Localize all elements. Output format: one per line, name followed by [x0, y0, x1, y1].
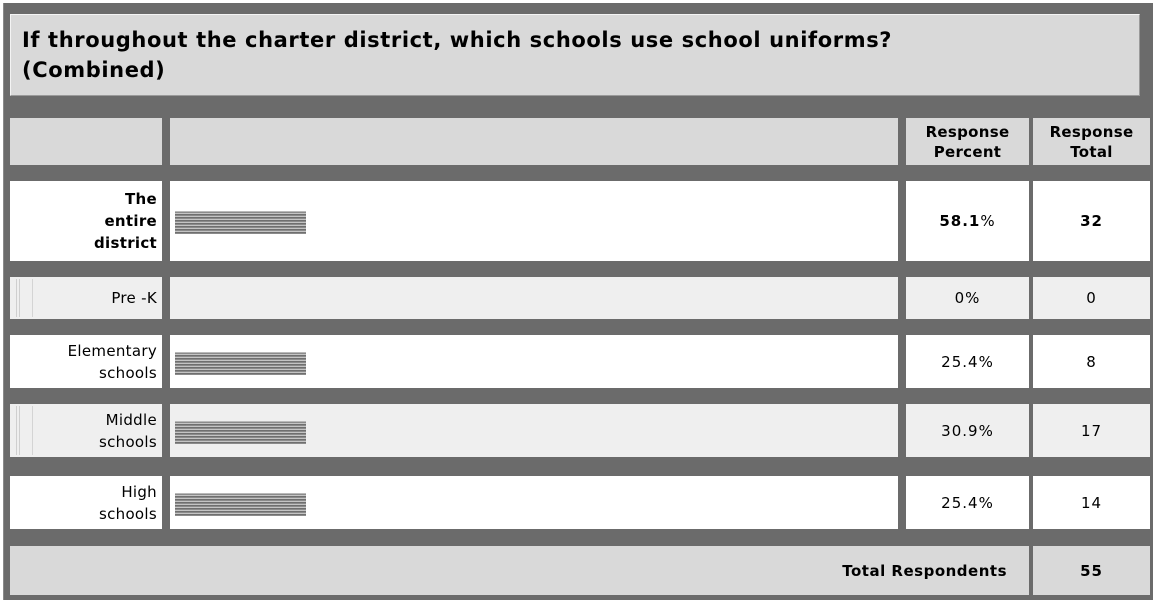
header-response-total: Response Total — [1033, 118, 1150, 165]
row-bar-cell-pre-k — [170, 277, 898, 319]
row-bar-cell-high-schools — [170, 476, 898, 529]
row-label-line: schools — [98, 363, 157, 382]
row-label-middle-schools: Middle schools — [10, 404, 162, 457]
row-percent-entire-district: 58.1% — [906, 181, 1029, 261]
header-label-cell — [10, 118, 162, 165]
response-bar — [175, 352, 306, 375]
header-percent-line-1: Response — [925, 123, 1010, 141]
row-percent-middle-schools: 30.9% — [906, 404, 1029, 457]
row-label-line: district — [94, 234, 157, 252]
row-total-high-schools: 14 — [1033, 476, 1150, 529]
row-label-line: Elementary — [67, 341, 157, 360]
question-title-line-2: (Combined) — [22, 58, 166, 82]
question-title-box — [10, 14, 1140, 96]
row-total-elementary-schools: 8 — [1033, 335, 1150, 388]
total-respondents-value: 55 — [1033, 546, 1150, 595]
row-percent-high-schools: 25.4% — [906, 476, 1029, 529]
row-total-pre-k: 0 — [1033, 277, 1150, 319]
percent-value: 58.1 — [939, 212, 981, 230]
row-label-line: Pre -K — [111, 289, 157, 307]
row-total-entire-district: 32 — [1033, 181, 1150, 261]
row-bar-cell-elementary-schools — [170, 335, 898, 388]
header-bar-cell — [170, 118, 898, 165]
total-respondents-label: Total Respondents — [10, 546, 1029, 595]
response-bar — [175, 493, 306, 516]
row-percent-elementary-schools: 25.4% — [906, 335, 1029, 388]
row-label-line: entire — [104, 212, 157, 230]
row-label-line: The — [125, 190, 157, 208]
row-label-elementary-schools: Elementary schools — [10, 335, 162, 388]
header-total-line-2: Total — [1070, 143, 1113, 161]
header-total-line-1: Response — [1049, 123, 1134, 141]
response-bar — [175, 421, 306, 444]
row-percent-pre-k: 0% — [906, 277, 1029, 319]
row-label-entire-district: The entire district — [10, 181, 162, 261]
row-label-pre-k: Pre -K — [10, 277, 162, 319]
row-bar-cell-middle-schools — [170, 404, 898, 457]
row-label-line: High — [121, 482, 157, 501]
row-total-middle-schools: 17 — [1033, 404, 1150, 457]
percent-sign: % — [980, 212, 996, 230]
row-label-line: schools — [98, 504, 157, 523]
row-label-line: Middle — [105, 410, 157, 429]
header-response-percent: Response Percent — [906, 118, 1029, 165]
header-percent-line-2: Percent — [933, 143, 1002, 161]
row-bar-cell-entire-district — [170, 181, 898, 261]
question-title-line-1: If throughout the charter district, whic… — [22, 28, 893, 52]
row-label-line: schools — [98, 432, 157, 451]
question-title: If throughout the charter district, whic… — [22, 25, 1122, 85]
row-label-high-schools: High schools — [10, 476, 162, 529]
response-bar — [175, 211, 306, 234]
